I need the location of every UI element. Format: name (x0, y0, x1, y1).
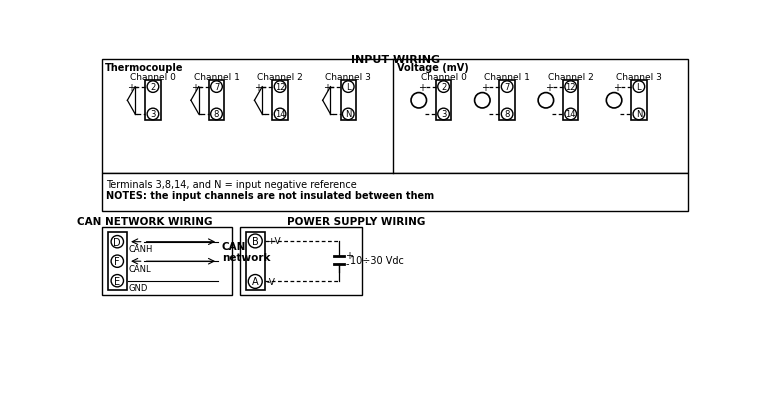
Circle shape (274, 82, 286, 93)
Circle shape (501, 109, 513, 121)
Text: Channel 1: Channel 1 (484, 73, 530, 82)
Circle shape (111, 236, 123, 248)
Text: GND: GND (129, 283, 148, 292)
Text: E: E (114, 276, 120, 286)
Bar (102, 228, 232, 295)
Text: -: - (345, 259, 348, 269)
Circle shape (111, 255, 123, 268)
Text: NOTES: the input channels are not insulated between them: NOTES: the input channels are not insula… (106, 190, 435, 200)
Circle shape (438, 82, 449, 93)
Text: Channel 0: Channel 0 (130, 73, 176, 82)
Circle shape (565, 109, 577, 121)
Text: +: + (481, 83, 490, 93)
Text: +V: +V (267, 237, 281, 246)
Text: D: D (113, 237, 121, 247)
Bar (209, 81, 224, 121)
Text: L: L (637, 83, 641, 92)
Text: +: + (345, 250, 353, 261)
Bar (102, 60, 689, 173)
Circle shape (147, 82, 159, 93)
Text: Channel 2: Channel 2 (548, 73, 594, 82)
Circle shape (111, 275, 123, 287)
Text: POWER SUPPLY WIRING: POWER SUPPLY WIRING (287, 216, 425, 226)
Circle shape (538, 93, 554, 109)
Text: Channel 1: Channel 1 (194, 73, 240, 82)
Circle shape (411, 93, 426, 109)
Circle shape (633, 109, 645, 121)
Circle shape (210, 82, 222, 93)
Text: Channel 2: Channel 2 (258, 73, 303, 82)
Circle shape (210, 109, 222, 121)
Text: N: N (345, 110, 352, 119)
Text: Channel 0: Channel 0 (421, 73, 466, 82)
Circle shape (501, 82, 513, 93)
Bar (240, 228, 362, 295)
Text: +: + (322, 83, 331, 93)
Text: 12: 12 (565, 83, 576, 92)
Text: +: + (613, 83, 621, 93)
Circle shape (475, 93, 490, 109)
Text: +: + (418, 83, 426, 93)
Text: Channel 3: Channel 3 (325, 73, 371, 82)
Text: 7: 7 (214, 83, 219, 92)
Text: F: F (114, 256, 120, 266)
Text: 7: 7 (504, 83, 510, 92)
Text: 8: 8 (504, 110, 510, 119)
Circle shape (147, 109, 159, 121)
Text: -V: -V (267, 277, 276, 286)
Text: L: L (346, 83, 351, 92)
Text: A: A (252, 277, 258, 287)
Text: 10÷30 Vdc: 10÷30 Vdc (350, 255, 404, 265)
Circle shape (342, 109, 354, 121)
Text: Thermocouple: Thermocouple (105, 63, 183, 73)
Bar (341, 81, 356, 121)
Circle shape (342, 82, 354, 93)
Text: 12: 12 (274, 83, 285, 92)
Bar (272, 81, 288, 121)
Bar (246, 233, 264, 291)
Bar (563, 81, 578, 121)
Text: +: + (127, 83, 135, 93)
Bar (500, 81, 515, 121)
Bar (631, 81, 647, 121)
Circle shape (565, 82, 577, 93)
Text: CANH: CANH (129, 244, 153, 254)
Circle shape (633, 82, 645, 93)
Text: +: + (545, 83, 553, 93)
Text: 14: 14 (274, 110, 285, 119)
Text: N: N (635, 110, 642, 119)
Text: 14: 14 (565, 110, 576, 119)
Bar (145, 81, 160, 121)
Text: Terminals 3,8,14, and N = input negative reference: Terminals 3,8,14, and N = input negative… (106, 179, 357, 189)
Circle shape (274, 109, 286, 121)
Text: CANL: CANL (129, 264, 152, 273)
Text: CAN NETWORK WIRING: CAN NETWORK WIRING (76, 216, 212, 226)
Circle shape (606, 93, 622, 109)
Text: Channel 3: Channel 3 (616, 73, 662, 82)
Text: 3: 3 (441, 110, 446, 119)
Bar (102, 173, 689, 211)
Text: INPUT WIRING: INPUT WIRING (351, 55, 440, 65)
Circle shape (438, 109, 449, 121)
Text: 2: 2 (150, 83, 156, 92)
Text: +: + (190, 83, 199, 93)
Text: 3: 3 (150, 110, 156, 119)
Text: CAN
network: CAN network (222, 241, 271, 263)
Text: 8: 8 (214, 110, 219, 119)
Text: Voltage (mV): Voltage (mV) (397, 63, 469, 73)
Text: B: B (252, 236, 258, 246)
Text: 2: 2 (441, 83, 446, 92)
Circle shape (248, 235, 262, 248)
Bar (436, 81, 451, 121)
Text: +: + (254, 83, 262, 93)
Bar (108, 233, 126, 291)
Circle shape (248, 275, 262, 289)
